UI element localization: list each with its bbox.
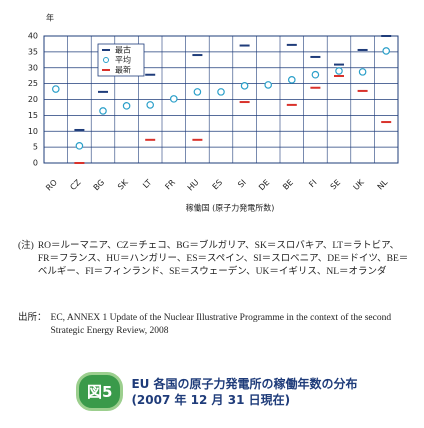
legend-symbol [103, 57, 109, 63]
chart: 年 稼働国 (原子力発電所数) 0 5 10 15 20 25 30 35 40 RO CZ BG SK… [28, 13, 399, 213]
notes-text: RO＝ルーマニア、CZ＝チェコ、BG＝ブルガリア、SK＝スロバキア、LT＝ラトビ… [37, 241, 409, 277]
legend-label: 最新 [115, 65, 131, 75]
average-marker [193, 88, 202, 96]
average-marker [311, 70, 320, 79]
x-tick-label: SI [236, 178, 248, 190]
legend-label: 最古 [115, 45, 131, 55]
x-tick-label: BG [92, 178, 107, 193]
average-marker [51, 85, 60, 93]
x-tick-label: FI [307, 178, 318, 189]
x-tick-label: BE [281, 178, 295, 192]
average-marker [264, 81, 273, 89]
legend-label: 平均 [115, 55, 131, 65]
average-marker [287, 76, 296, 84]
average-marker [335, 67, 343, 75]
y-tick-label: 30 [28, 63, 38, 72]
x-tick-label: CZ [68, 177, 83, 192]
source-label: 出所： [18, 313, 47, 323]
y-tick-label: 25 [28, 79, 38, 88]
x-tick-label: UK [352, 177, 367, 192]
x-tick-label: SE [329, 178, 343, 192]
x-tick-label: ES [211, 178, 225, 192]
x-tick-label: DE [257, 178, 271, 192]
notes-label: (注) [18, 241, 34, 251]
y-tick-label: 40 [28, 32, 38, 41]
x-tick-label: LT [141, 178, 153, 190]
figure-caption: 図5 EU 各国の原子力発電所の稼働年数の分布(2007 年 12 月 31 日現… [76, 372, 361, 411]
x-tick-label: HU [186, 178, 201, 193]
figure-number: 図5 [76, 372, 124, 411]
notes: (注) RO＝ルーマニア、CZ＝チェコ、BG＝ブルガリア、SK＝スロバキア、LT＝… [18, 240, 410, 279]
y-axis-label: 年 [46, 13, 54, 23]
x-tick-label: FR [163, 178, 177, 192]
y-tick-label: 5 [33, 143, 38, 152]
average-marker [358, 68, 367, 76]
average-marker [99, 107, 107, 115]
y-tick-label: 15 [28, 111, 38, 120]
average-marker [75, 142, 84, 150]
average-marker [217, 88, 225, 96]
average-marker [122, 102, 131, 110]
x-tick-label: SK [116, 177, 130, 191]
figure-title: EU 各国の原子力発電所の稼働年数の分布(2007 年 12 月 31 日現在) [131, 376, 358, 407]
source: 出所： EC, ANNEX 1 Update of the Nuclear Ill… [18, 312, 410, 338]
average-marker [240, 82, 249, 90]
x-tick-label: RO [44, 178, 59, 193]
x-tick-label: NL [376, 177, 390, 191]
x-axis-label: 稼働国 (原子力発電所数) [186, 203, 275, 213]
y-tick-label: 35 [28, 47, 38, 56]
average-marker [382, 47, 391, 55]
y-tick-label: 0 [33, 159, 38, 168]
source-text: EC, ANNEX 1 Update of the Nuclear Illust… [50, 313, 392, 336]
y-tick-label: 10 [28, 127, 38, 136]
average-marker [170, 95, 178, 103]
average-marker [146, 101, 155, 109]
y-tick-label: 20 [28, 95, 38, 104]
